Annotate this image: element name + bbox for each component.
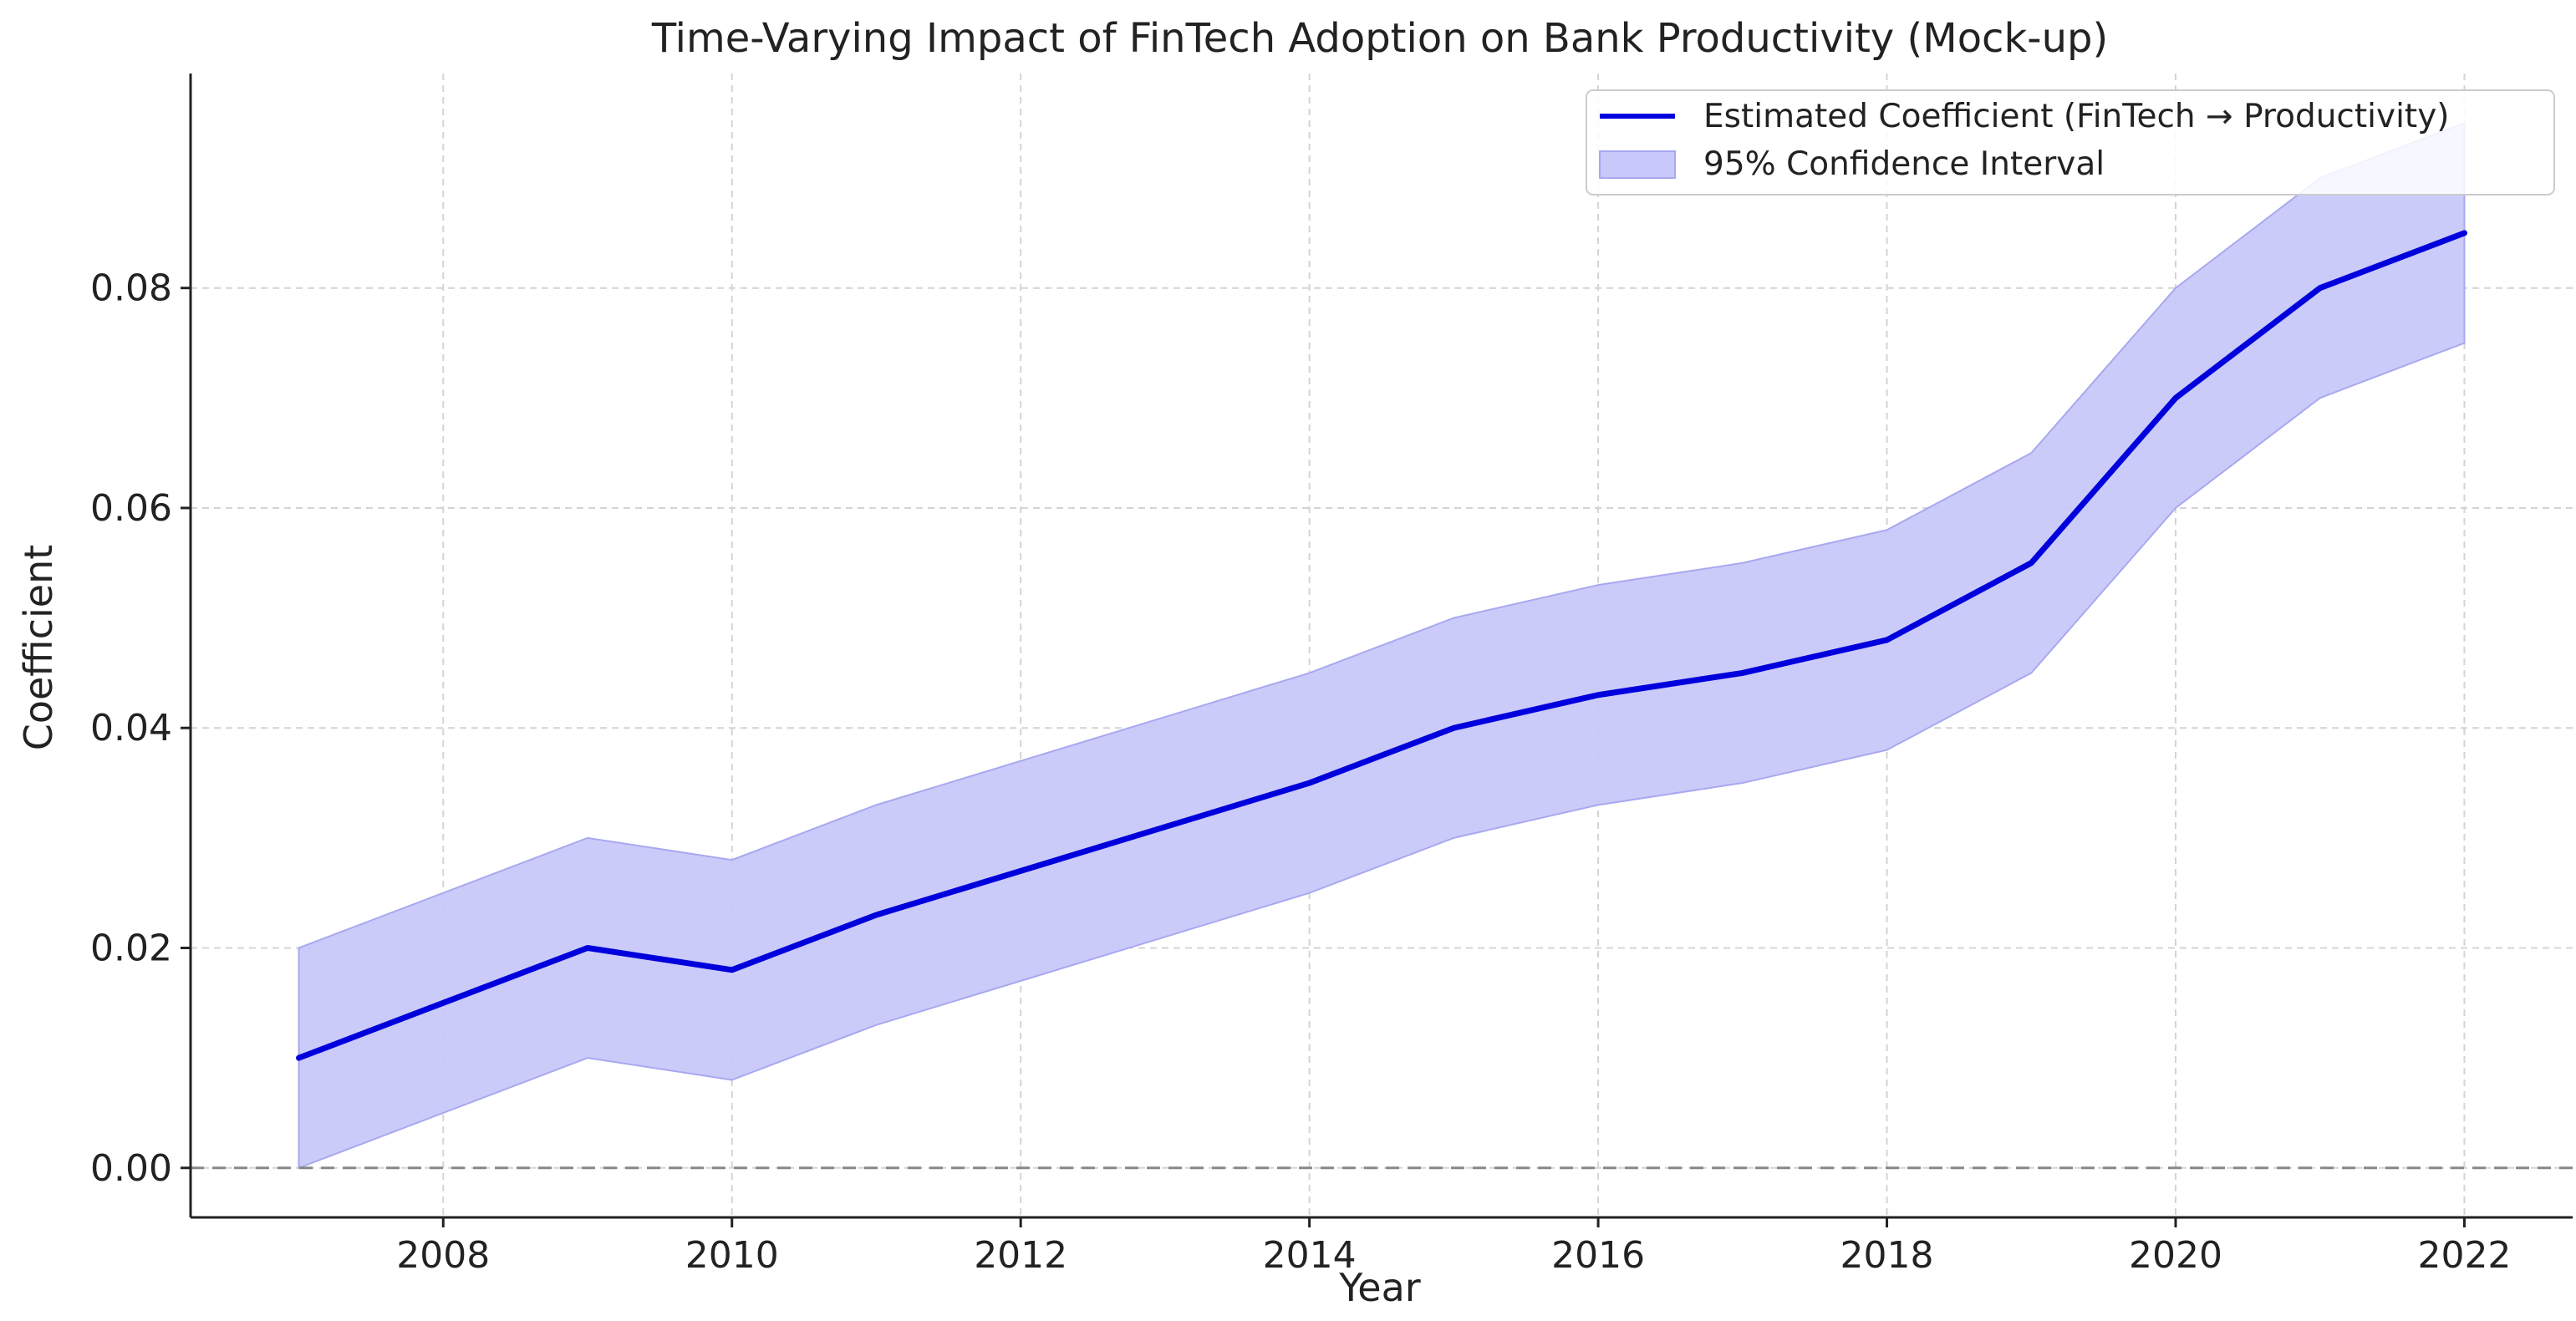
y-tick-label: 0.04	[90, 707, 172, 749]
y-axis-label: Coefficient	[16, 545, 61, 751]
coefficient-point	[874, 913, 878, 917]
y-tick-label: 0.00	[90, 1147, 172, 1190]
legend-label-ci: 95% Confidence Interval	[1703, 145, 2105, 183]
legend-frame	[1586, 89, 2555, 196]
y-tick-label: 0.08	[90, 267, 172, 310]
coefficient-point	[1885, 638, 1889, 642]
confidence-interval-band	[298, 121, 2466, 1170]
x-tick-label: 2010	[685, 1234, 779, 1277]
y-tick-label: 0.02	[90, 927, 172, 969]
coefficient-point	[586, 946, 589, 950]
tick-labels: 2008 2010 2012 2014 2016 2018 2020 2022 0.00 0.02…	[90, 267, 2511, 1277]
legend-band-swatch	[1599, 150, 1676, 179]
coefficient-point	[1019, 869, 1023, 873]
x-tick-label: 2022	[2417, 1234, 2511, 1277]
coefficient-point	[441, 1001, 445, 1005]
legend-label-coefficient: Estimated Coefficient (FinTech → Product…	[1703, 98, 2450, 135]
x-tick-label: 2008	[396, 1234, 490, 1277]
coefficient-point	[1163, 825, 1167, 829]
coefficient-point	[1452, 726, 1456, 730]
x-tick-label: 2014	[1263, 1234, 1357, 1277]
coefficient-point	[1740, 671, 1744, 675]
confidence-band	[298, 121, 2466, 1170]
coefficient-point	[2462, 231, 2467, 235]
coefficient-point	[2318, 286, 2322, 290]
x-tick-label: 2018	[1840, 1234, 1934, 1277]
coefficient-point	[730, 968, 734, 972]
coefficient-line	[296, 230, 2467, 1061]
x-tick-label: 2016	[1551, 1234, 1645, 1277]
x-tick-label: 2012	[974, 1234, 1067, 1277]
coefficient-point	[1307, 781, 1311, 785]
tick-marks	[181, 287, 2466, 1227]
legend: Estimated Coefficient (FinTech → Product…	[1586, 89, 2555, 196]
coefficient-point	[1596, 693, 1601, 697]
coefficient-point	[297, 1056, 301, 1060]
series-lines	[296, 230, 2467, 1061]
x-tick-label: 2020	[2129, 1234, 2222, 1277]
chart-title: Time-Varying Impact of FinTech Adoption …	[651, 15, 2108, 62]
x-axis-label: Year	[1338, 1265, 1420, 1310]
coefficient-point	[2174, 396, 2177, 400]
y-tick-label: 0.06	[90, 487, 172, 530]
coefficient-point	[2029, 561, 2034, 565]
